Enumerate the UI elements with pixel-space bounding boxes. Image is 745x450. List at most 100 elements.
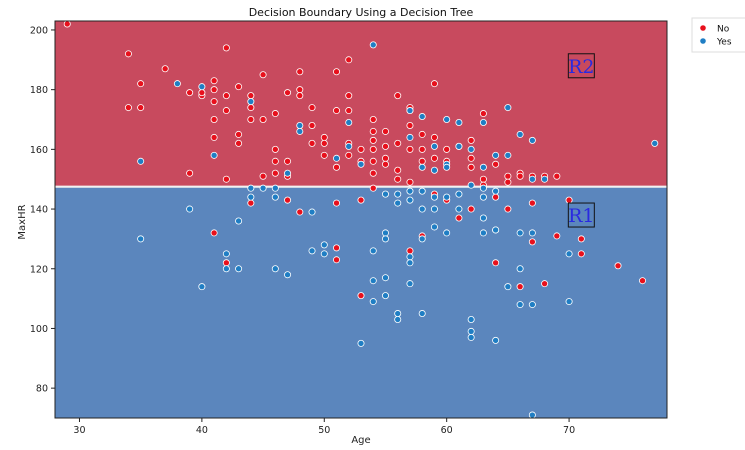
point-no bbox=[357, 196, 365, 204]
point-yes bbox=[210, 151, 218, 159]
point-no bbox=[222, 259, 230, 267]
point-no bbox=[553, 232, 561, 240]
point-yes bbox=[528, 136, 536, 144]
point-yes bbox=[394, 199, 402, 207]
series-yes bbox=[137, 41, 659, 419]
y-axis-label: MaxHR bbox=[17, 204, 28, 239]
point-no bbox=[492, 160, 500, 168]
point-yes bbox=[516, 301, 524, 309]
point-yes bbox=[235, 217, 243, 225]
point-no bbox=[345, 92, 353, 100]
point-no bbox=[320, 151, 328, 159]
point-yes bbox=[528, 411, 536, 419]
point-no bbox=[479, 110, 487, 118]
point-yes bbox=[369, 277, 377, 285]
point-no bbox=[259, 71, 267, 79]
point-no bbox=[271, 169, 279, 177]
y-tick-label: 80 bbox=[36, 384, 48, 395]
point-yes bbox=[247, 193, 255, 201]
point-no bbox=[296, 68, 304, 76]
point-no bbox=[467, 154, 475, 162]
point-no bbox=[418, 145, 426, 153]
point-no bbox=[235, 83, 243, 91]
point-yes bbox=[247, 98, 255, 106]
legend-box bbox=[691, 17, 745, 53]
region-r1 bbox=[55, 186, 667, 418]
point-no bbox=[247, 92, 255, 100]
point-no bbox=[418, 130, 426, 138]
point-no bbox=[320, 139, 328, 147]
y-tick-label: 200 bbox=[30, 25, 48, 36]
point-yes bbox=[467, 327, 475, 335]
point-no bbox=[247, 116, 255, 124]
point-no bbox=[186, 169, 194, 177]
point-yes bbox=[284, 169, 292, 177]
point-yes bbox=[406, 107, 414, 115]
point-yes bbox=[418, 205, 426, 213]
point-no bbox=[565, 196, 573, 204]
point-no bbox=[137, 80, 145, 88]
chart-title: Decision Boundary Using a Decision Tree bbox=[249, 6, 474, 19]
point-no bbox=[333, 163, 341, 171]
point-yes bbox=[528, 175, 536, 183]
point-no bbox=[308, 139, 316, 147]
point-yes bbox=[467, 181, 475, 189]
point-yes bbox=[443, 116, 451, 124]
point-no bbox=[528, 199, 536, 207]
point-no bbox=[369, 127, 377, 135]
point-yes bbox=[430, 223, 438, 231]
point-yes bbox=[369, 41, 377, 49]
point-yes bbox=[235, 265, 243, 273]
point-no bbox=[357, 145, 365, 153]
point-yes bbox=[333, 154, 341, 162]
point-no bbox=[443, 145, 451, 153]
point-no bbox=[247, 104, 255, 112]
region-label-box bbox=[567, 202, 595, 228]
point-no bbox=[369, 136, 377, 144]
point-no bbox=[271, 157, 279, 165]
x-tick-label: 30 bbox=[73, 425, 85, 436]
legend-label-yes: Yes bbox=[716, 37, 732, 47]
legend-label-no: No bbox=[717, 24, 730, 34]
region-label-r2: R2 bbox=[568, 56, 594, 78]
point-yes bbox=[296, 127, 304, 135]
point-yes bbox=[492, 336, 500, 344]
point-yes bbox=[430, 193, 438, 201]
point-yes bbox=[479, 229, 487, 237]
point-yes bbox=[406, 259, 414, 267]
point-yes bbox=[394, 315, 402, 323]
point-yes bbox=[308, 208, 316, 216]
y-tick-label: 180 bbox=[30, 85, 48, 96]
point-yes bbox=[565, 298, 573, 306]
point-yes bbox=[479, 118, 487, 126]
point-yes bbox=[443, 163, 451, 171]
point-yes bbox=[406, 133, 414, 141]
point-yes bbox=[369, 298, 377, 306]
point-no bbox=[467, 205, 475, 213]
point-yes bbox=[381, 292, 389, 300]
point-no bbox=[235, 139, 243, 147]
point-yes bbox=[430, 205, 438, 213]
point-no bbox=[516, 283, 524, 291]
point-no bbox=[296, 92, 304, 100]
point-no bbox=[222, 107, 230, 115]
point-yes bbox=[271, 184, 279, 192]
point-yes bbox=[443, 229, 451, 237]
point-yes bbox=[504, 151, 512, 159]
point-yes bbox=[528, 229, 536, 237]
point-no bbox=[406, 178, 414, 186]
point-yes bbox=[394, 190, 402, 198]
point-yes bbox=[137, 235, 145, 243]
point-yes bbox=[406, 280, 414, 288]
y-tick-label: 160 bbox=[30, 145, 48, 156]
point-no bbox=[577, 235, 585, 243]
point-yes bbox=[308, 247, 316, 255]
point-yes bbox=[516, 229, 524, 237]
point-no bbox=[198, 89, 206, 97]
point-no bbox=[296, 208, 304, 216]
y-axis: 80 100 120 140 160 180 200 bbox=[30, 25, 55, 395]
point-no bbox=[418, 157, 426, 165]
point-yes bbox=[345, 118, 353, 126]
point-no bbox=[394, 92, 402, 100]
